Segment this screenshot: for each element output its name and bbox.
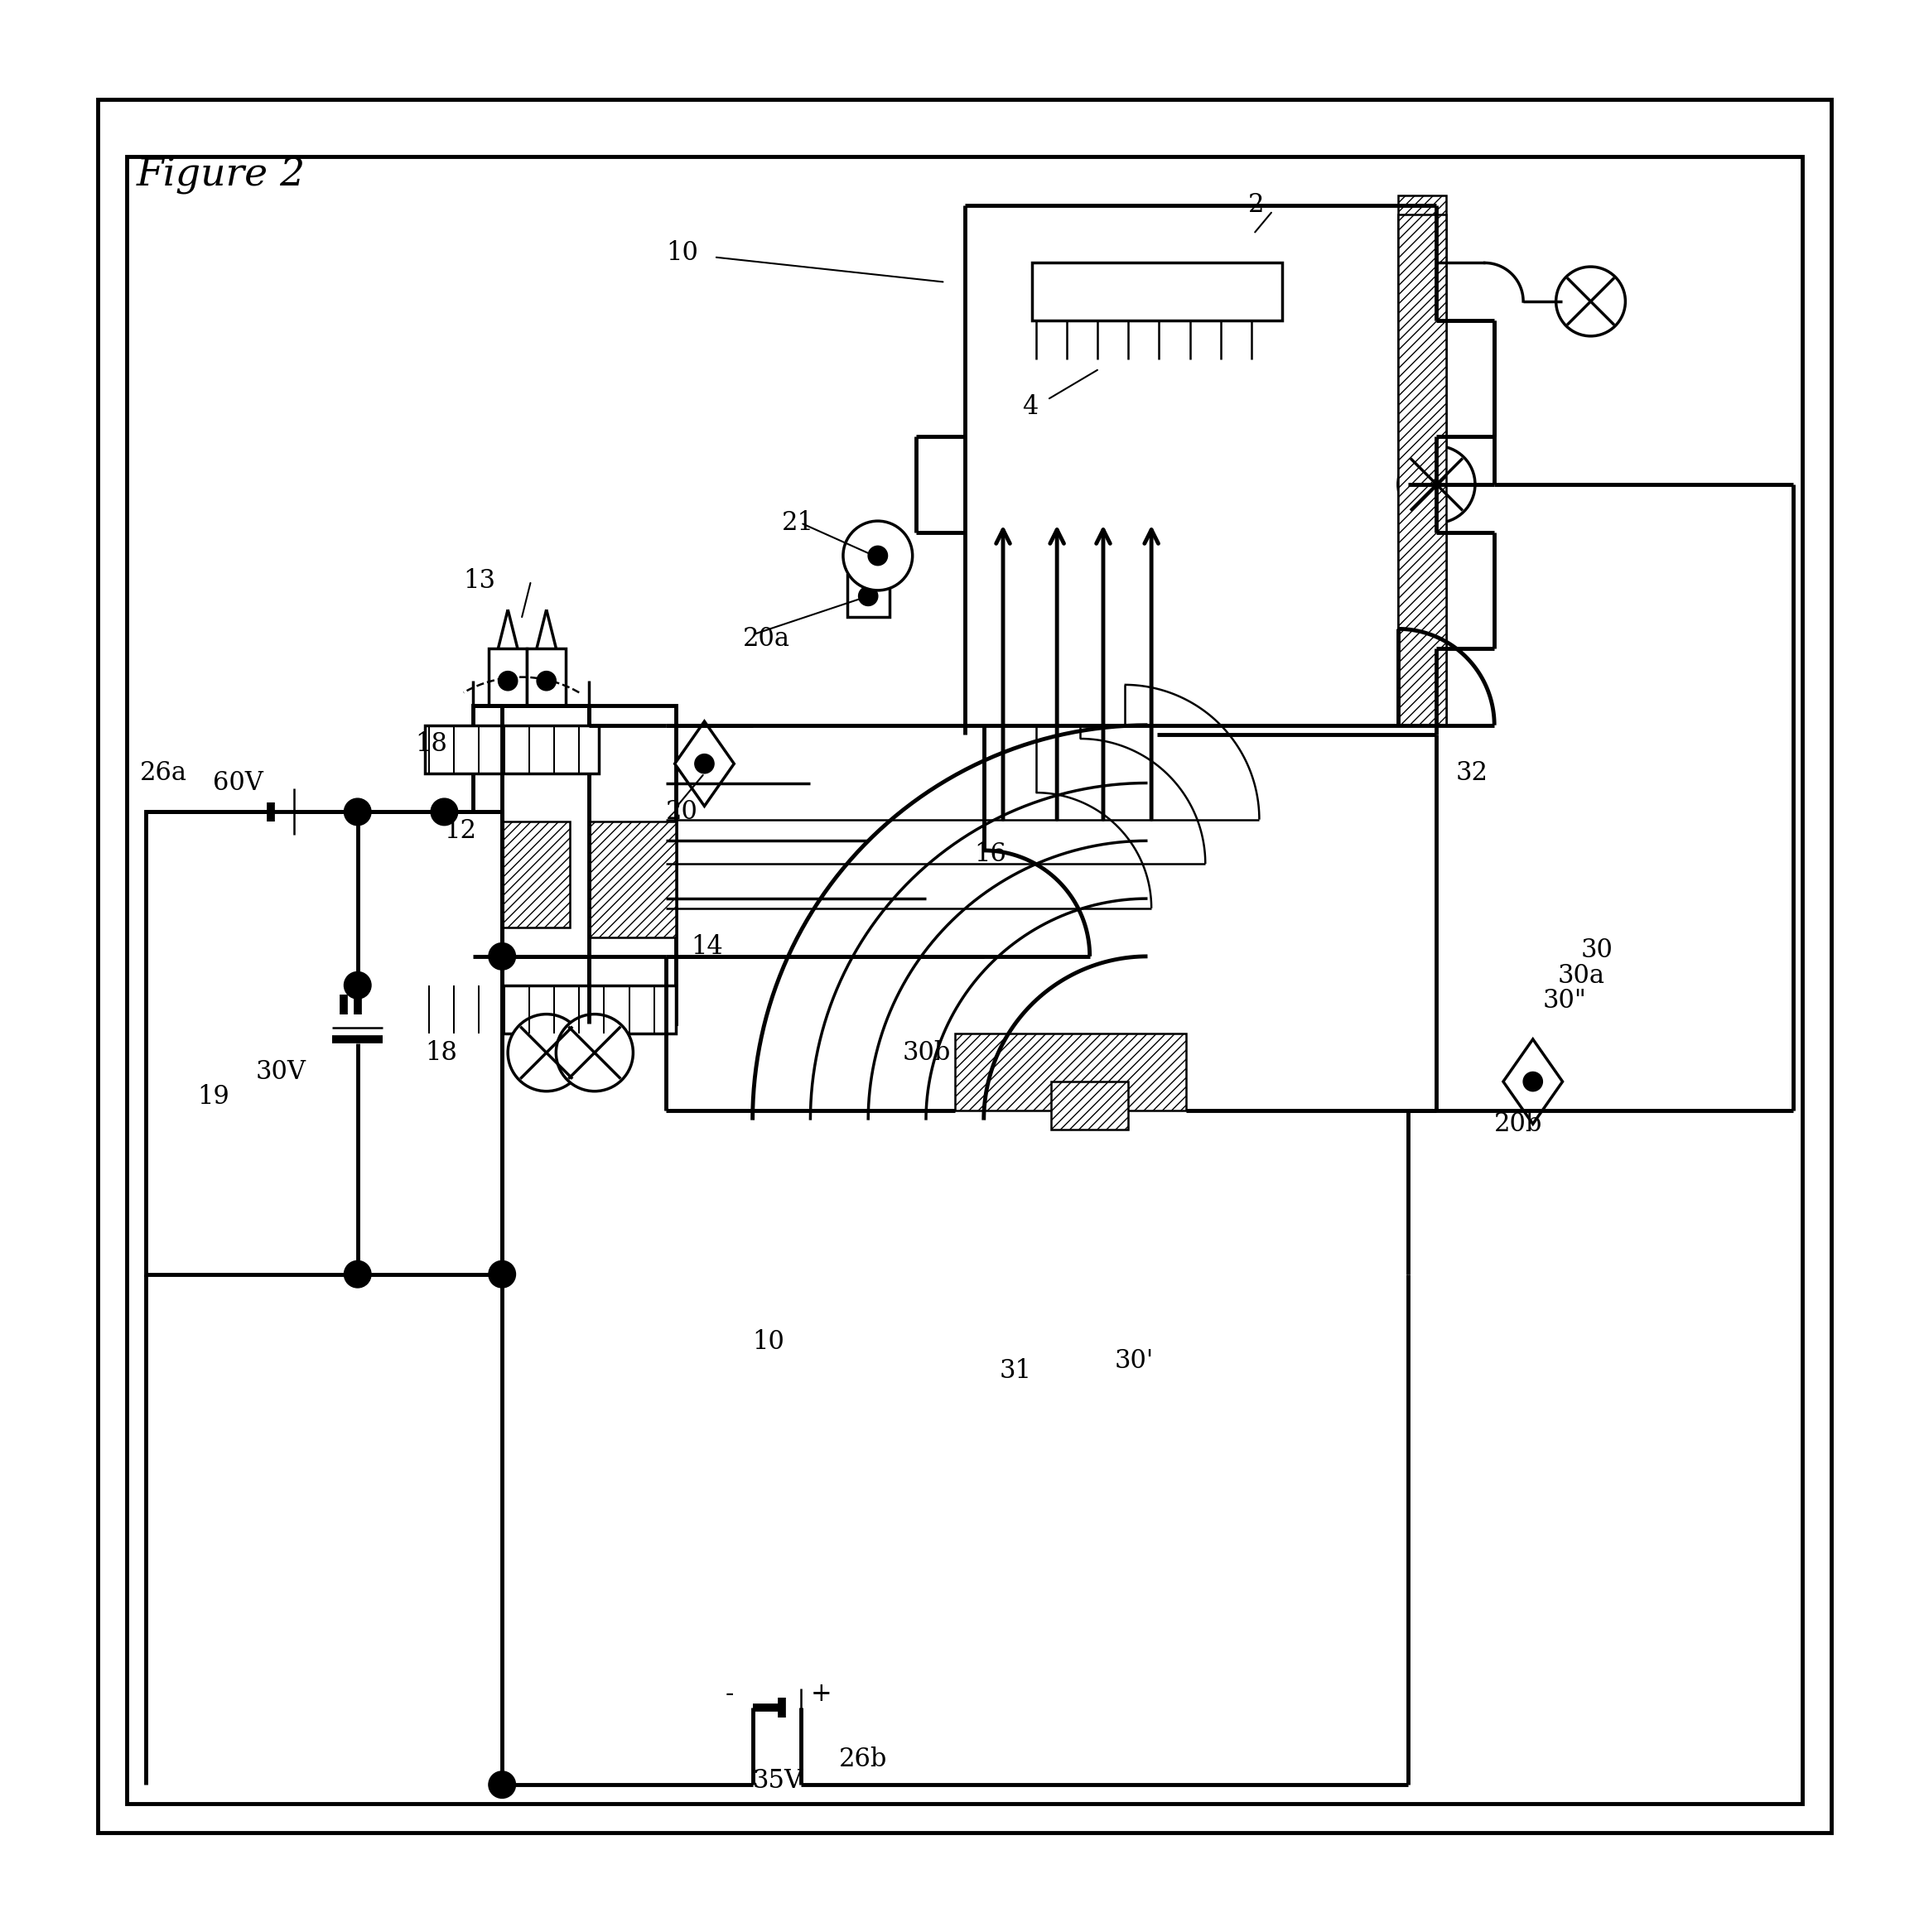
Text: 14: 14	[691, 933, 723, 960]
Text: 30": 30"	[1543, 987, 1586, 1014]
Text: 30: 30	[1582, 937, 1613, 964]
Bar	[955, 1034, 1186, 1111]
Circle shape	[488, 1262, 515, 1289]
Circle shape	[343, 798, 370, 825]
Bar	[488, 647, 527, 705]
Text: 26b: 26b	[839, 1747, 887, 1772]
Circle shape	[343, 1262, 370, 1289]
Circle shape	[498, 670, 517, 690]
Text: -: -	[725, 1681, 735, 1708]
Circle shape	[858, 587, 878, 607]
Circle shape	[488, 1772, 515, 1799]
Text: 26a: 26a	[141, 761, 187, 786]
Bar	[147, 811, 502, 1275]
Text: 60V: 60V	[212, 771, 264, 796]
Circle shape	[430, 798, 457, 825]
Bar	[1399, 195, 1447, 725]
Text: 19: 19	[197, 1084, 230, 1109]
Text: 32: 32	[1456, 761, 1487, 786]
Circle shape	[488, 943, 515, 970]
Text: 10: 10	[752, 1329, 785, 1354]
Text: Figure 2: Figure 2	[137, 156, 305, 195]
Text: 18: 18	[424, 1039, 457, 1066]
Circle shape	[1557, 267, 1626, 336]
Bar	[588, 705, 675, 1024]
Text: 21: 21	[781, 510, 814, 535]
Text: 31: 31	[999, 1358, 1032, 1383]
Polygon shape	[1503, 1039, 1562, 1124]
Bar	[1051, 1082, 1128, 1130]
Bar	[847, 576, 889, 618]
Bar	[492, 821, 569, 927]
Text: 2: 2	[1248, 193, 1263, 218]
Bar	[424, 985, 675, 1034]
Text: 4: 4	[1022, 394, 1038, 419]
Polygon shape	[675, 721, 735, 806]
Circle shape	[556, 1014, 633, 1092]
Text: 10: 10	[666, 240, 698, 267]
Text: 20: 20	[666, 800, 698, 825]
Circle shape	[1524, 1072, 1543, 1092]
Circle shape	[536, 670, 556, 690]
Circle shape	[843, 522, 912, 591]
Circle shape	[507, 1014, 584, 1092]
Text: 20b: 20b	[1495, 1111, 1543, 1136]
Bar	[473, 705, 588, 956]
Text: 30': 30'	[1115, 1349, 1154, 1374]
Text: 12: 12	[444, 819, 476, 844]
Text: 30a: 30a	[1559, 962, 1605, 989]
Bar	[588, 821, 675, 937]
Circle shape	[1399, 446, 1476, 524]
Bar	[127, 156, 1802, 1804]
Circle shape	[694, 753, 714, 773]
Bar	[527, 647, 565, 705]
Circle shape	[343, 972, 370, 999]
Text: 13: 13	[463, 568, 496, 593]
Text: 35V: 35V	[752, 1768, 802, 1793]
Bar	[1032, 263, 1283, 321]
Bar	[1399, 214, 1447, 724]
Bar	[424, 724, 598, 773]
Text: 30b: 30b	[903, 1039, 951, 1066]
Text: 30V: 30V	[255, 1059, 307, 1084]
Text: +: +	[810, 1681, 831, 1708]
Circle shape	[868, 547, 887, 566]
Text: 16: 16	[974, 842, 1007, 867]
Text: 20a: 20a	[743, 626, 791, 651]
Text: 18: 18	[415, 732, 448, 757]
